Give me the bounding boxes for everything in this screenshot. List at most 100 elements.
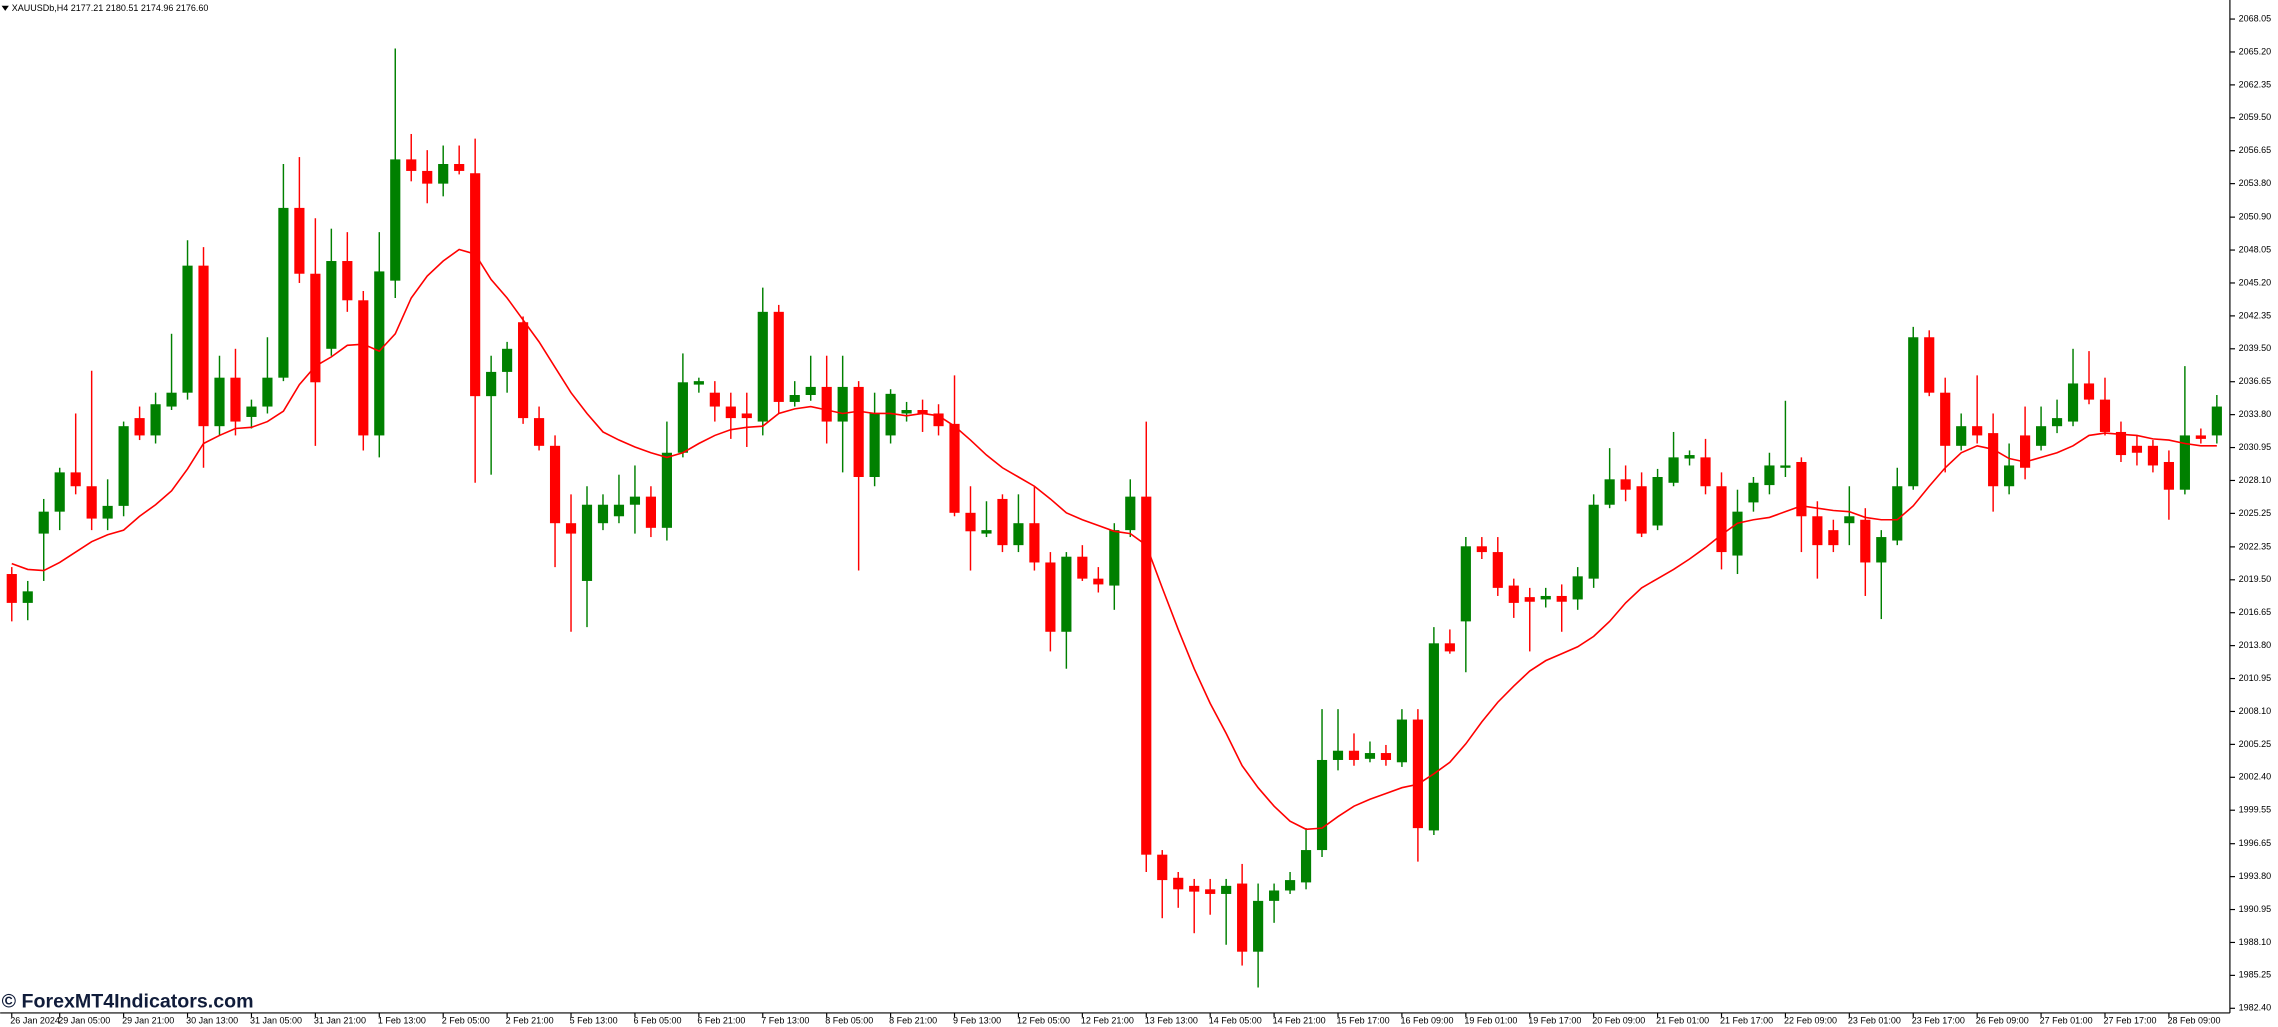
watermark: © ForexMT4Indicators.com bbox=[2, 990, 254, 1012]
candle-body bbox=[1924, 337, 1935, 393]
candle-body bbox=[805, 386, 816, 396]
y-tick-label: 1985.25 bbox=[2239, 970, 2272, 980]
candle-body bbox=[1157, 854, 1168, 881]
candle-body bbox=[1876, 537, 1887, 563]
candle-body bbox=[885, 393, 896, 436]
y-tick-label: 2033.80 bbox=[2239, 409, 2272, 419]
candle-body bbox=[1476, 546, 1487, 553]
candle-body bbox=[374, 271, 385, 436]
candle-body bbox=[869, 413, 880, 478]
y-tick-label: 2016.65 bbox=[2239, 607, 2272, 617]
candle-body bbox=[1988, 433, 1999, 487]
candle-body bbox=[1588, 504, 1599, 579]
candle-body bbox=[1428, 643, 1439, 831]
candle-body bbox=[2147, 445, 2159, 466]
x-tick-label: 23 Feb 17:00 bbox=[1912, 1015, 1965, 1025]
candle-body bbox=[1029, 523, 1040, 563]
y-tick-label: 2010.95 bbox=[2239, 673, 2272, 683]
candle-body bbox=[2179, 435, 2190, 490]
candle-body bbox=[1620, 479, 1631, 490]
y-tick-label: 1996.65 bbox=[2239, 838, 2272, 848]
x-tick-label: 27 Feb 17:00 bbox=[2104, 1015, 2157, 1025]
candle-body bbox=[1940, 392, 1951, 446]
y-tick-label: 2068.05 bbox=[2239, 13, 2272, 23]
candle-body bbox=[118, 426, 129, 506]
candle-body bbox=[1380, 753, 1392, 760]
x-tick-label: 27 Feb 01:00 bbox=[2040, 1015, 2093, 1025]
candle-body bbox=[1125, 496, 1136, 531]
candle-body bbox=[965, 512, 976, 532]
candle-body bbox=[917, 410, 928, 414]
candle-body bbox=[406, 159, 417, 171]
candle-body bbox=[997, 498, 1008, 546]
x-tick-label: 19 Feb 17:00 bbox=[1528, 1015, 1581, 1025]
candle-body bbox=[1460, 546, 1471, 622]
candle-body bbox=[326, 261, 337, 349]
x-tick-label: 7 Feb 13:00 bbox=[761, 1015, 809, 1025]
candle-body bbox=[1109, 530, 1120, 586]
chart-title: XAUUSDb,H4 2177.21 2180.51 2174.96 2176.… bbox=[12, 3, 209, 13]
y-tick-label: 1982.40 bbox=[2239, 1003, 2272, 1013]
candle-body bbox=[1972, 426, 1983, 436]
x-tick-label: 26 Feb 09:00 bbox=[1976, 1015, 2029, 1025]
candle-body bbox=[278, 207, 289, 378]
candle-body bbox=[1748, 482, 1759, 503]
candle-body bbox=[1061, 556, 1072, 632]
y-tick-label: 1988.10 bbox=[2239, 937, 2272, 947]
x-tick-label: 14 Feb 05:00 bbox=[1209, 1015, 1262, 1025]
candle-body bbox=[1796, 461, 1807, 517]
candle-body bbox=[6, 574, 17, 603]
x-tick-label: 12 Feb 21:00 bbox=[1081, 1015, 1134, 1025]
y-tick-label: 2045.20 bbox=[2239, 277, 2272, 287]
candle-body bbox=[486, 371, 497, 397]
candle-body bbox=[533, 418, 545, 446]
candle-body bbox=[2115, 431, 2127, 456]
candle-body bbox=[1348, 750, 1360, 760]
y-tick-label: 2005.25 bbox=[2239, 739, 2272, 749]
candle-body bbox=[1364, 753, 1376, 759]
candle-body bbox=[1572, 576, 1583, 600]
candle-body bbox=[2067, 383, 2079, 422]
candle-body bbox=[2211, 406, 2222, 436]
candle-body bbox=[1269, 890, 1280, 901]
candle-body bbox=[1237, 883, 1248, 952]
x-tick-label: 12 Feb 05:00 bbox=[1017, 1015, 1070, 1025]
candle-body bbox=[1860, 519, 1871, 563]
candle-body bbox=[1316, 759, 1328, 851]
y-tick-label: 2019.50 bbox=[2239, 574, 2272, 584]
y-tick-label: 2008.10 bbox=[2239, 706, 2272, 716]
candle-body bbox=[1013, 523, 1024, 546]
x-tick-label: 1 Feb 13:00 bbox=[378, 1015, 426, 1025]
candle-body bbox=[1684, 455, 1695, 459]
candle-body bbox=[1556, 595, 1567, 602]
candle-body bbox=[2195, 435, 2206, 439]
y-tick-label: 1999.55 bbox=[2239, 805, 2272, 815]
candle-body bbox=[1253, 900, 1264, 952]
candle-body bbox=[2020, 435, 2031, 468]
candle-body bbox=[1604, 479, 1615, 505]
y-tick-label: 2030.95 bbox=[2239, 442, 2272, 452]
candle-body bbox=[166, 392, 177, 407]
candle-body bbox=[693, 381, 704, 385]
candle-body bbox=[2083, 383, 2095, 400]
x-tick-label: 22 Feb 09:00 bbox=[1784, 1015, 1837, 1025]
candle-body bbox=[1956, 426, 1967, 446]
candle-body bbox=[1636, 486, 1647, 534]
candle-body bbox=[949, 423, 960, 513]
candle-body bbox=[86, 486, 97, 519]
candle-body bbox=[1732, 511, 1743, 556]
candle-body bbox=[773, 311, 784, 402]
y-tick-label: 2025.25 bbox=[2239, 508, 2272, 518]
candle-body bbox=[2035, 426, 2047, 446]
candle-body bbox=[1189, 885, 1200, 892]
x-tick-label: 15 Feb 17:00 bbox=[1337, 1015, 1390, 1025]
candle-body bbox=[1221, 885, 1232, 894]
candle-body bbox=[294, 207, 305, 274]
y-tick-label: 2065.20 bbox=[2239, 46, 2272, 56]
candle-body bbox=[246, 406, 257, 417]
candle-body bbox=[549, 445, 561, 524]
x-tick-label: 31 Jan 21:00 bbox=[314, 1015, 366, 1025]
x-tick-label: 21 Feb 01:00 bbox=[1656, 1015, 1709, 1025]
x-tick-label: 6 Feb 21:00 bbox=[697, 1015, 745, 1025]
